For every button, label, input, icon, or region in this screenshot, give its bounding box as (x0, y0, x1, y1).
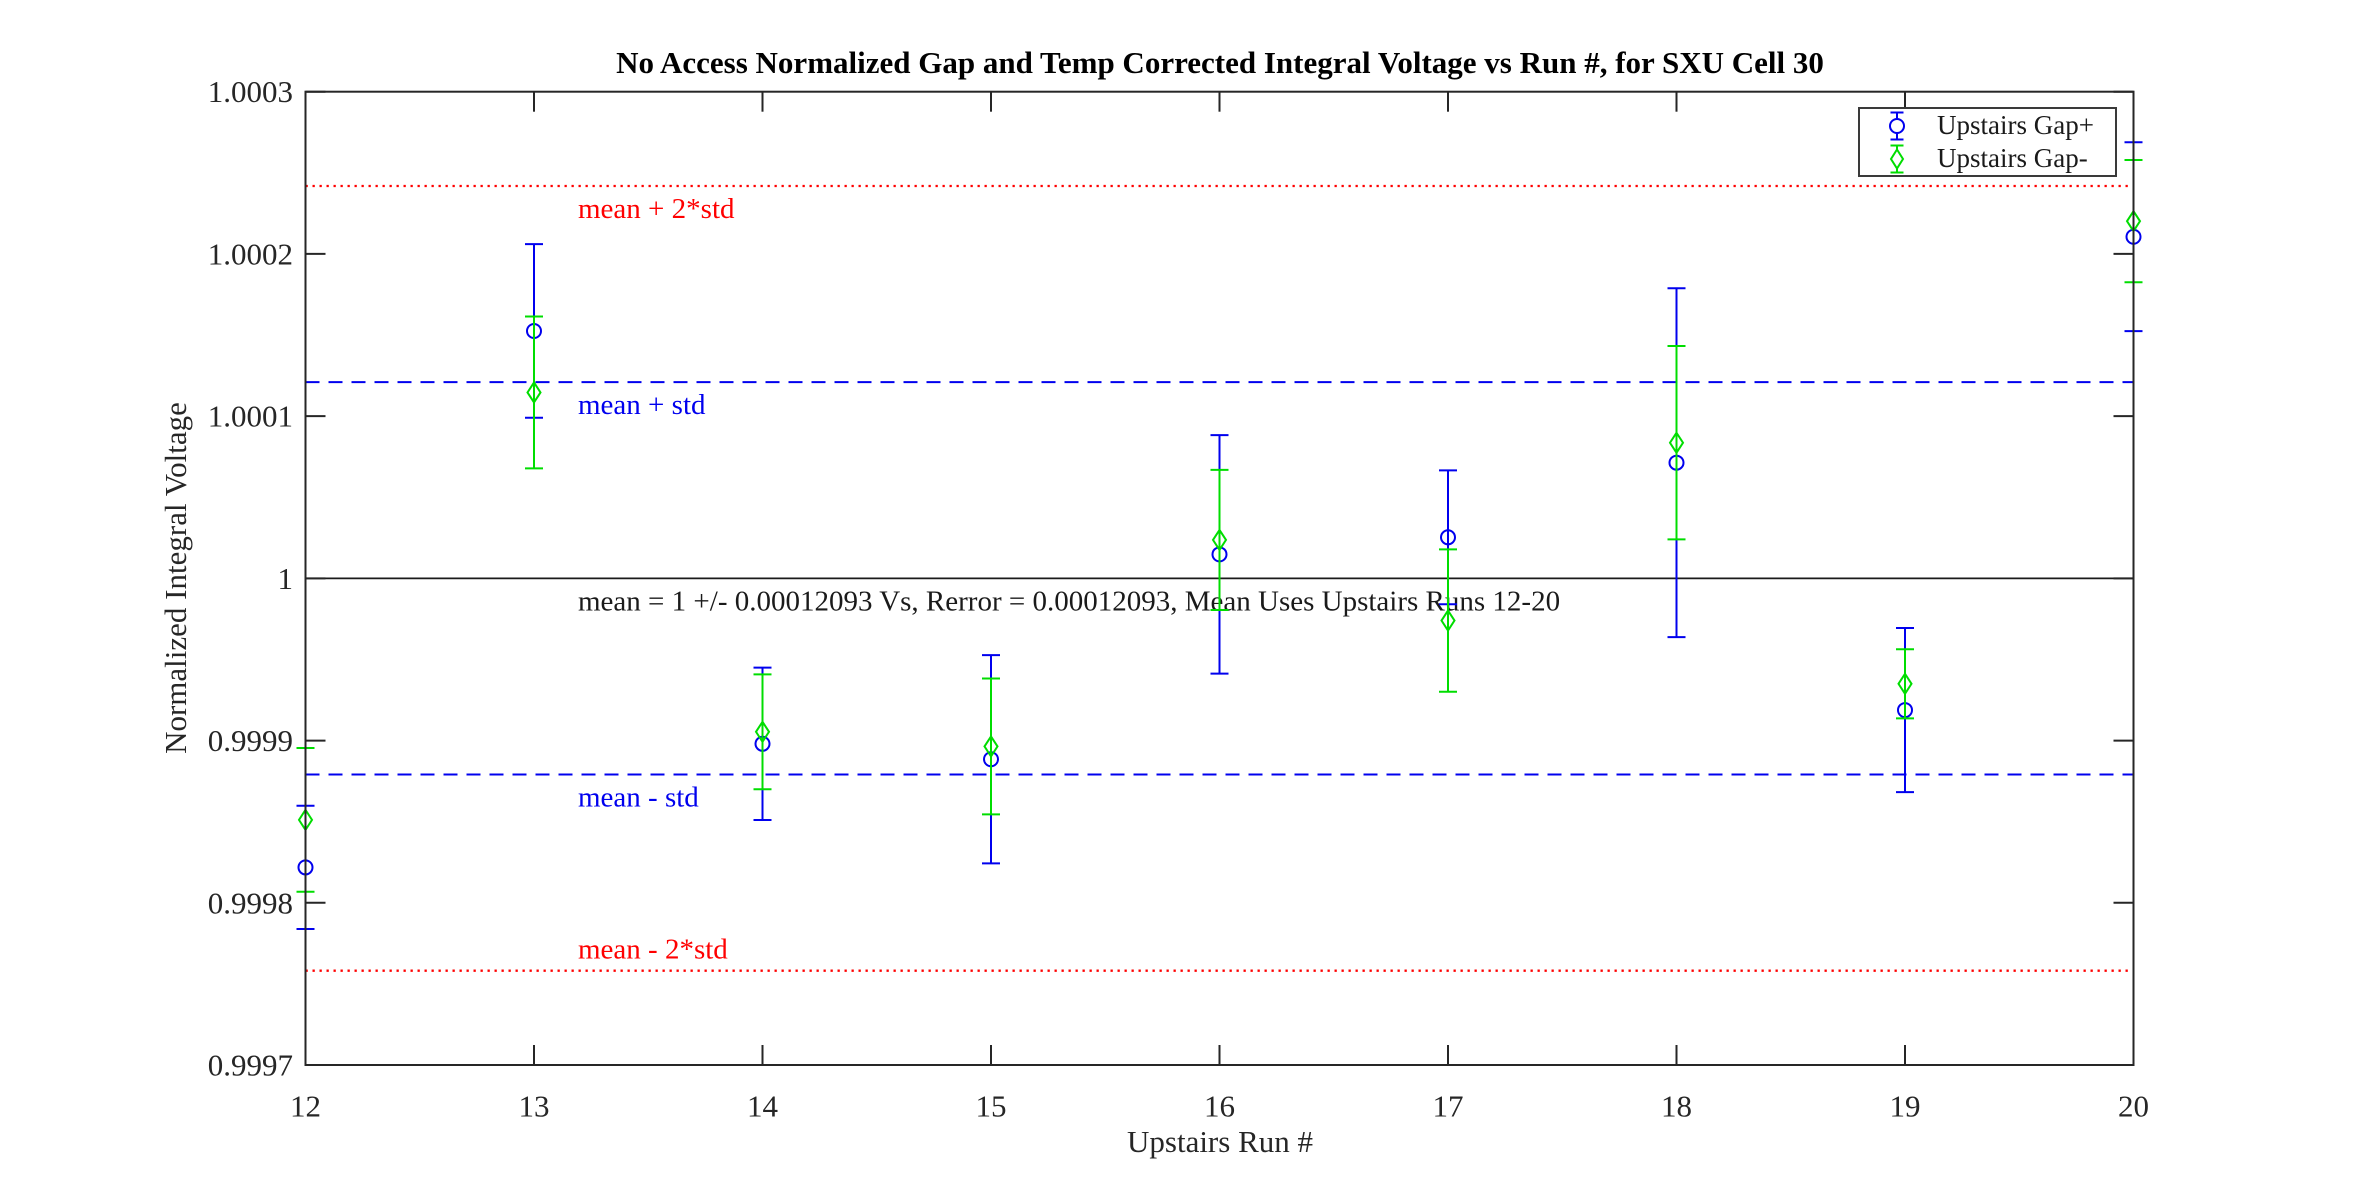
gap-minus-errorbar-diamond-icon (1889, 144, 1905, 173)
gap-minus-errorbar-run-19 (1896, 648, 1914, 720)
legend-label-gap-plus: Upstairs Gap+ (1937, 110, 2094, 140)
gap-minus-errorbar-run-13 (525, 315, 543, 470)
chart-title: No Access Normalized Gap and Temp Correc… (616, 45, 1824, 80)
ref-line-label-2: mean = 1 +/- 0.00012093 Vs, Rerror = 0.0… (578, 585, 1560, 617)
ref-line-label-0: mean + 2*std (578, 193, 735, 225)
x-tick-label-18: 18 (1661, 1089, 1692, 1124)
gap-minus-errorbar-run-18 (1667, 345, 1686, 541)
x-tick-label-16: 16 (1204, 1089, 1235, 1124)
x-axis-label: Upstairs Run # (1127, 1124, 1313, 1159)
x-tick-label-20: 20 (2118, 1089, 2149, 1124)
x-tick-label-17: 17 (1433, 1089, 1464, 1124)
y-tick-label-1.0002: 1.0002 (208, 236, 293, 271)
x-tick-label-12: 12 (290, 1089, 321, 1124)
gap-minus-errorbar-run-15 (982, 677, 1000, 816)
gap-minus-errorbar-run-14 (753, 673, 772, 791)
ref-line-label-4: mean - 2*std (578, 934, 728, 966)
x-tick-label-15: 15 (976, 1089, 1007, 1124)
legend-item-gap-plus: Upstairs Gap+ (1860, 109, 2115, 142)
gap-minus-errorbar-run-16 (1210, 468, 1229, 611)
ref-line-label-1: mean + std (578, 389, 706, 421)
y-axis-label: Normalized Integral Voltage (158, 402, 193, 754)
ref-line-label-3: mean - std (578, 782, 699, 814)
x-tick-label-14: 14 (747, 1089, 779, 1124)
x-tick-label-19: 19 (1890, 1089, 1921, 1124)
legend-box: Upstairs Gap+ Upstairs Gap- (1858, 107, 2117, 177)
y-tick-label-1.0003: 1.0003 (208, 74, 293, 109)
y-tick-label-1: 1 (278, 561, 294, 596)
x-tick-label-13: 13 (519, 1089, 550, 1124)
legend-item-gap-minus: Upstairs Gap- (1860, 142, 2115, 175)
y-tick-label-1.0001: 1.0001 (208, 399, 293, 434)
y-tick-label-0.9999: 0.9999 (208, 723, 293, 758)
gap-plus-errorbar-circle-icon (1889, 111, 1905, 140)
y-tick-label-0.9997: 0.9997 (208, 1048, 293, 1083)
legend-label-gap-minus: Upstairs Gap- (1937, 143, 2088, 173)
y-tick-label-0.9998: 0.9998 (208, 885, 293, 920)
gap-minus-errorbar-run-17 (1439, 548, 1457, 693)
